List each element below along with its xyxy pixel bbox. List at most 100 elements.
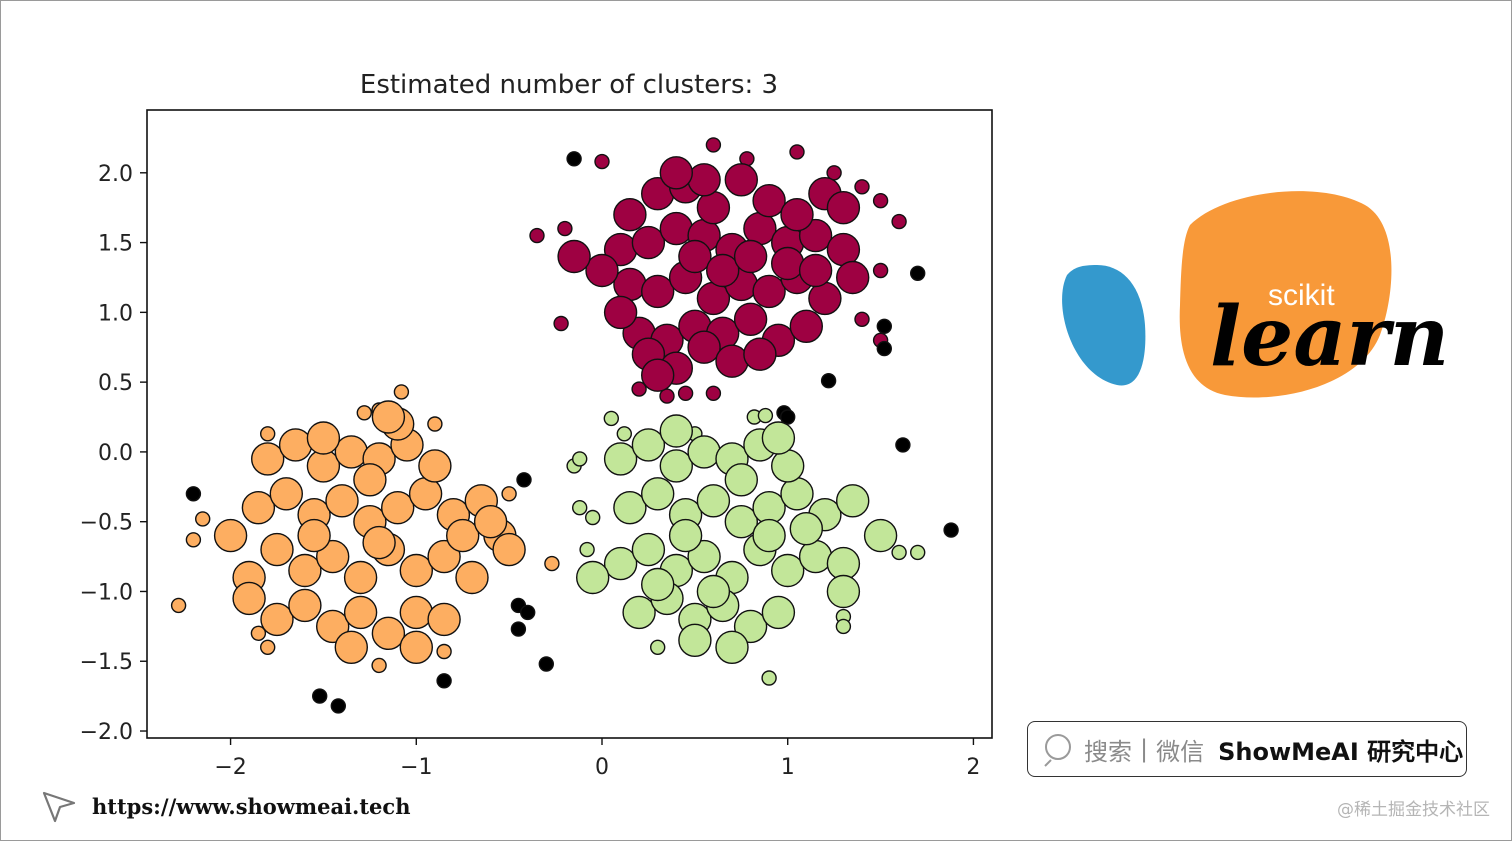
search-icon — [1044, 734, 1071, 767]
cluster-2-border-point — [260, 426, 276, 442]
cluster-1-core-point — [733, 239, 768, 274]
noise-point — [566, 151, 582, 167]
cluster-1-core-point — [641, 274, 675, 309]
cluster-3-border-point — [579, 541, 595, 558]
cluster-3-core-point — [780, 477, 814, 511]
cluster-3-border-point — [910, 544, 926, 561]
noise-point — [820, 373, 837, 389]
cluster-2-core-point — [362, 525, 396, 560]
cluster-3-core-point — [761, 595, 796, 630]
cluster-1-border-point — [705, 137, 722, 153]
cluster-1-core-point — [771, 246, 805, 281]
cluster-2-border-point — [427, 416, 443, 432]
cluster-2-core-point — [399, 553, 433, 588]
y-tick-label: 2.0 — [98, 162, 133, 187]
cluster-2-core-point — [371, 616, 406, 650]
cluster-3-border-point — [757, 407, 774, 424]
cluster-2-core-point — [260, 602, 294, 637]
cluster-1-core-point — [585, 253, 619, 288]
footer-url-row[interactable]: https://www.showmeai.tech — [40, 786, 410, 826]
cluster-3-core-point — [771, 553, 805, 588]
cluster-1-core-point — [724, 163, 758, 197]
noise-point — [943, 522, 959, 538]
cursor-icon — [42, 791, 76, 823]
cluster-1-core-point — [641, 358, 675, 392]
cluster-3-core-point — [603, 442, 638, 476]
cluster-2-border-point — [194, 511, 211, 527]
y-tick-label: −1.5 — [80, 650, 133, 675]
chart-title: Estimated number of clusters: 3 — [360, 70, 778, 100]
cluster-1-core-point — [603, 295, 638, 330]
cluster-1-core-point — [696, 281, 731, 316]
cluster-1-core-point — [780, 197, 814, 232]
logo-blue-blob — [1062, 265, 1146, 386]
cluster-2-core-point — [473, 505, 508, 539]
cluster-1-core-point — [836, 260, 870, 295]
search-banner[interactable]: 搜索 | 微信 ShowMeAI 研究中心 — [1027, 721, 1467, 777]
plot-frame — [146, 109, 993, 739]
cluster-2-border-point — [250, 625, 267, 641]
cluster-3-core-point — [576, 560, 610, 595]
cluster-2-core-point — [334, 630, 368, 664]
x-tick-label: 0 — [595, 755, 609, 780]
cluster-2-core-point — [446, 518, 480, 553]
cluster-3-core-point — [771, 449, 805, 483]
noise-point — [436, 673, 452, 689]
cluster-2-core-point — [343, 560, 378, 595]
cluster-1-border-point — [659, 388, 675, 404]
x-tick-label: 2 — [966, 755, 980, 780]
y-tick-label: 1.5 — [98, 232, 133, 257]
cluster-1-core-point — [613, 197, 647, 232]
cluster-2-core-point — [455, 560, 489, 595]
cluster-3-core-point — [826, 574, 861, 609]
cluster-2-border-point — [544, 555, 560, 572]
noise-point — [876, 340, 892, 357]
y-tick-label: 0.0 — [98, 441, 133, 466]
cluster-1-core-point — [687, 330, 721, 364]
noise-point — [520, 604, 536, 621]
noise-point — [312, 688, 328, 704]
cluster-3-core-point — [631, 428, 666, 462]
cluster-1-core-point — [659, 156, 693, 190]
cluster-3-core-point — [798, 539, 833, 574]
cluster-2-core-point — [492, 532, 526, 567]
cluster-2-core-point — [316, 539, 350, 574]
search-hint: 搜索 — [1084, 737, 1132, 766]
cluster-3-core-point — [641, 477, 675, 511]
cluster-1-core-point — [659, 211, 693, 246]
logo-scikit-text: scikit — [1268, 279, 1335, 312]
cluster-1-border-point — [872, 192, 889, 209]
logo-orange-blob — [1179, 191, 1392, 398]
cluster-3-border-point — [761, 670, 777, 686]
axes-layer: −2 −1 0 1 2 2.0 1.5 1.0 0.5 0.0 −0.5 −1.0 −1.5 −2.0 — [80, 162, 981, 780]
y-tick-label: −1.0 — [80, 580, 133, 605]
cluster-2-core-point — [260, 532, 294, 567]
cluster-3-core-point — [863, 518, 898, 553]
cluster-3-border-point — [835, 618, 852, 635]
cluster-1-border-point — [553, 315, 569, 332]
cluster-2-core-point — [278, 428, 313, 462]
noise-point — [185, 486, 202, 502]
cluster-3-core-point — [761, 421, 796, 455]
cluster-2-border-point — [260, 639, 276, 655]
cluster-2-core-point — [251, 442, 285, 476]
cluster-2-core-point — [288, 553, 322, 588]
cluster-1-core-point — [826, 190, 861, 225]
cluster-3-core-point — [659, 414, 693, 448]
cluster-3-core-point — [696, 484, 731, 518]
cluster-1-core-point — [743, 337, 777, 371]
cluster-1-core-point — [743, 211, 777, 246]
y-tick-label: 1.0 — [98, 301, 133, 326]
cluster-3-border-point — [572, 500, 588, 516]
footer-url[interactable]: https://www.showmeai.tech — [92, 793, 411, 819]
cluster-2-border-point — [185, 532, 202, 548]
cluster-2-core-point — [427, 602, 461, 637]
cluster-1-border-point — [872, 262, 889, 279]
cluster-3-core-point — [678, 623, 712, 657]
cluster-3-border-point — [616, 426, 632, 442]
logo-learn-text: learn — [1210, 289, 1449, 385]
cluster-3-border-point — [585, 509, 601, 526]
cluster-1-border-point — [705, 385, 722, 401]
cluster-3-core-point — [724, 463, 758, 497]
